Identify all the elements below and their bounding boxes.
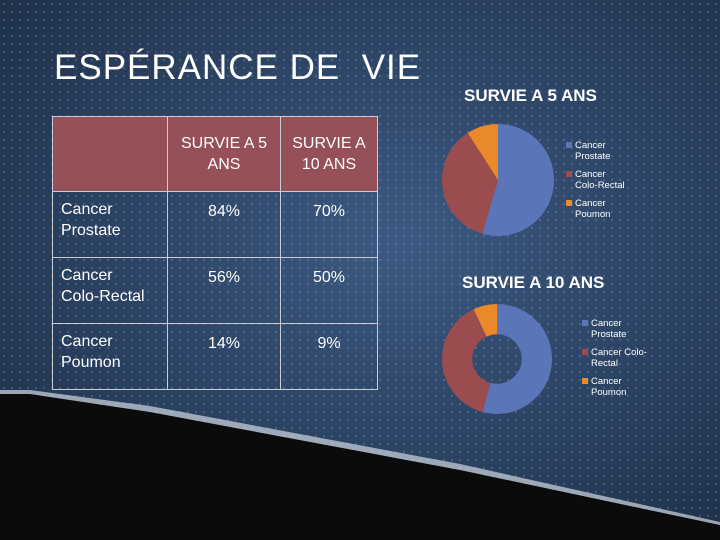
legend-label: Cancer Poumon xyxy=(591,376,627,398)
table-row: Cancer Colo-Rectal 56% 50% xyxy=(52,257,378,324)
legend-label: Cancer Colo- Rectal xyxy=(591,347,647,369)
slice-poumon xyxy=(473,304,497,337)
legend-item: Cancer Colo-Rectal xyxy=(566,169,625,191)
row-label: Cancer Poumon xyxy=(52,323,168,390)
slice-colo-rectal xyxy=(442,309,491,413)
donut-chart-10-ans xyxy=(442,304,552,414)
legend-swatch xyxy=(582,349,588,355)
table-header-corner xyxy=(52,116,168,192)
cell-5-ans: 56% xyxy=(167,257,281,324)
legend-item: Cancer Prostate xyxy=(582,318,647,340)
legend-swatch xyxy=(582,378,588,384)
table-header-row: SURVIE A 5 ANS SURVIE A 10 ANS xyxy=(52,116,378,192)
survival-table: SURVIE A 5 ANS SURVIE A 10 ANS Cancer Pr… xyxy=(52,116,378,390)
slice-prostate xyxy=(482,124,554,236)
legend-label: Cancer Colo-Rectal xyxy=(575,169,625,191)
cell-5-ans: 14% xyxy=(167,323,281,390)
legend-item: Cancer Prostate xyxy=(566,140,625,162)
slice-colo-rectal xyxy=(442,132,498,234)
chart-title-5-ans: SURVIE A 5 ANS xyxy=(464,86,597,105)
cell-5-ans: 84% xyxy=(167,191,281,258)
cell-10-ans: 9% xyxy=(280,323,378,390)
legend-swatch xyxy=(566,171,572,177)
slice-prostate xyxy=(482,304,552,414)
cell-10-ans: 70% xyxy=(280,191,378,258)
legend-swatch xyxy=(566,200,572,206)
table-row: Cancer Prostate 84% 70% xyxy=(52,191,378,258)
cell-10-ans: 50% xyxy=(280,257,378,324)
legend-swatch xyxy=(566,142,572,148)
legend-5-ans: Cancer Prostate Cancer Colo-Rectal Cancer … xyxy=(566,140,625,227)
legend-swatch xyxy=(582,320,588,326)
legend-label: Cancer Prostate xyxy=(575,140,611,162)
legend-item: Cancer Poumon xyxy=(566,198,625,220)
row-label: Cancer Colo-Rectal xyxy=(52,257,168,324)
legend-label: Cancer Poumon xyxy=(575,198,611,220)
chart-title-10-ans: SURVIE A 10 ANS xyxy=(462,273,605,292)
table-header-10-ans: SURVIE A 10 ANS xyxy=(280,116,378,192)
legend-10-ans: Cancer Prostate Cancer Colo- Rectal Cancer… xyxy=(582,318,647,405)
legend-item: Cancer Poumon xyxy=(582,376,647,398)
row-label: Cancer Prostate xyxy=(52,191,168,258)
table-header-5-ans: SURVIE A 5 ANS xyxy=(167,116,281,192)
page-title: ESPÉRANCE DE VIE xyxy=(54,48,422,87)
table-row: Cancer Poumon 14% 9% xyxy=(52,323,378,390)
slice-poumon xyxy=(467,124,498,180)
pie-chart-5-ans xyxy=(442,124,554,236)
legend-label: Cancer Prostate xyxy=(591,318,627,340)
legend-item: Cancer Colo- Rectal xyxy=(582,347,647,369)
